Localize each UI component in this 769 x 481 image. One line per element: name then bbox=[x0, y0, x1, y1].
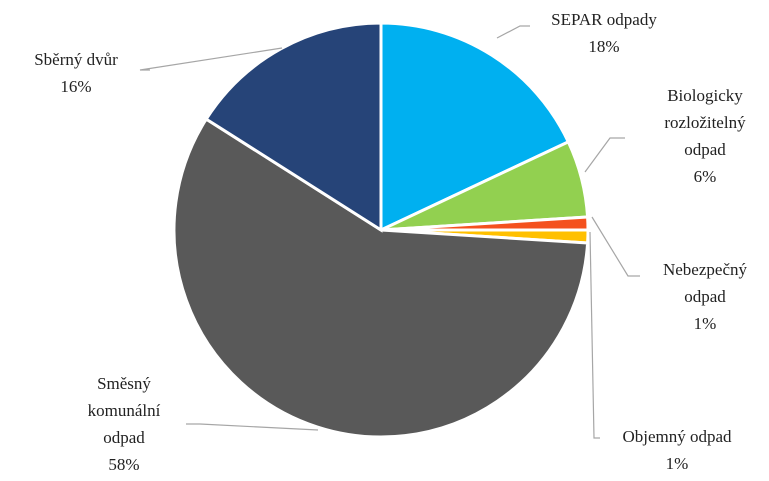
slice-label: Směsný komunální odpad 58% bbox=[74, 370, 174, 478]
leader-line bbox=[186, 423, 319, 431]
percent-label: 18% bbox=[588, 37, 620, 56]
slice-label: Sběrný dvůr 16% bbox=[1, 46, 151, 100]
category-name: Nebezpečný odpad bbox=[662, 260, 747, 306]
leader-line bbox=[496, 25, 530, 39]
percent-label: 1% bbox=[665, 454, 689, 473]
leader-line bbox=[139, 47, 283, 71]
percent-label: 6% bbox=[693, 167, 717, 186]
slice-label: Objemný odpad 1% bbox=[592, 423, 762, 477]
category-name: Biologicky rozložitelný odpad bbox=[664, 86, 746, 159]
category-name: Objemný odpad bbox=[622, 427, 732, 446]
slice-label: Nebezpečný odpad 1% bbox=[655, 256, 755, 337]
category-name: Sběrný dvůr bbox=[34, 50, 118, 69]
slice-label: SEPAR odpady 18% bbox=[504, 6, 704, 60]
pie-slice bbox=[172, 117, 590, 439]
leader-line bbox=[589, 231, 600, 439]
category-name: Směsný komunální odpad bbox=[87, 374, 161, 447]
pie-slice bbox=[379, 21, 571, 233]
leader-line bbox=[584, 137, 625, 173]
slice-label: Biologicky rozložitelný odpad 6% bbox=[650, 82, 760, 190]
category-name: SEPAR odpady bbox=[551, 10, 657, 29]
percent-label: 16% bbox=[60, 77, 92, 96]
leader-line bbox=[591, 216, 640, 277]
percent-label: 1% bbox=[693, 314, 717, 333]
percent-label: 58% bbox=[108, 455, 140, 474]
